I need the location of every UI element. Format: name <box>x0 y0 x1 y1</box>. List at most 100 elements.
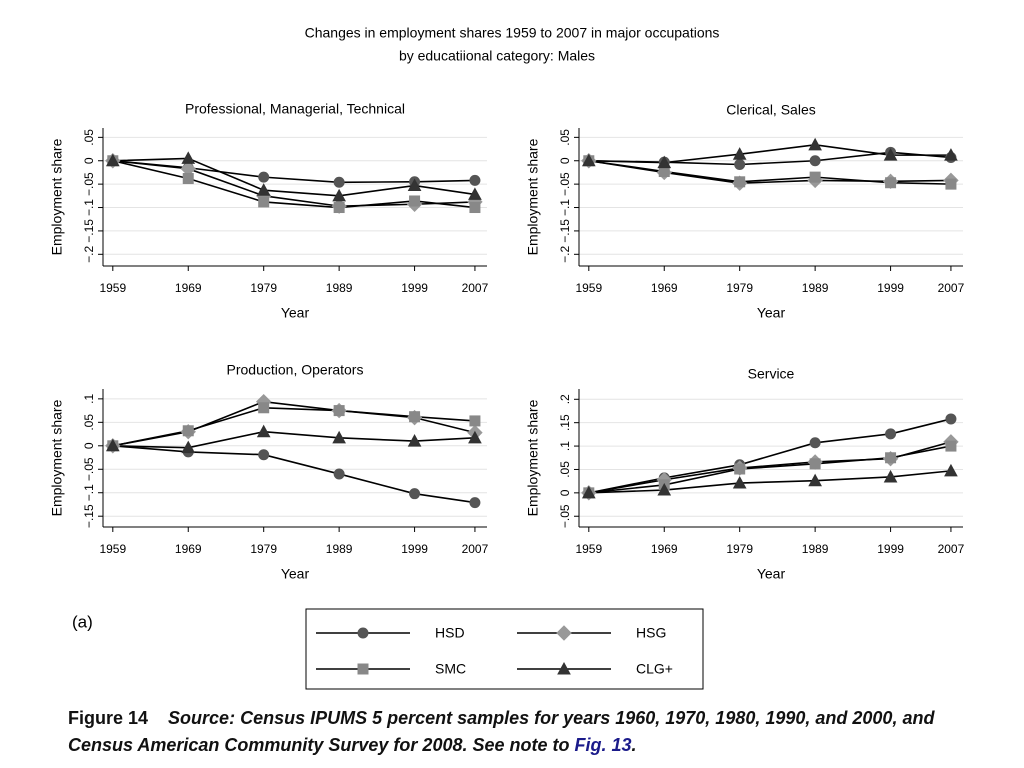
marker <box>256 183 271 196</box>
series-line <box>112 159 475 207</box>
y-tick-label: −.15 <box>558 219 572 243</box>
marker <box>808 473 822 487</box>
x-tick-label: 1979 <box>726 542 753 556</box>
caption-link[interactable]: Fig. 13 <box>574 735 632 755</box>
series-line <box>588 144 951 164</box>
y-tick-label: −.05 <box>82 457 96 481</box>
x-tick-label: 1989 <box>326 542 353 556</box>
x-tick-label: 1999 <box>877 281 904 295</box>
marker <box>258 171 270 183</box>
y-tick-label: 0 <box>82 157 96 164</box>
x-axis-label: Year <box>281 566 310 582</box>
series-line <box>588 445 952 494</box>
x-tick-label: 1959 <box>99 281 126 295</box>
marker <box>808 137 822 151</box>
x-tick-label: 1979 <box>250 542 277 556</box>
x-tick-label: 1999 <box>401 281 428 295</box>
x-axis-label: Year <box>757 305 786 321</box>
marker <box>333 176 345 188</box>
marker <box>105 438 120 452</box>
y-tick-label: −.15 <box>82 504 96 528</box>
y-tick-label: .05 <box>558 129 572 146</box>
series-line <box>112 157 476 197</box>
marker <box>734 158 746 170</box>
y-tick-label: .1 <box>82 394 96 404</box>
series-line <box>588 470 952 494</box>
y-tick-label: −.05 <box>558 504 572 528</box>
y-tick-label: .2 <box>558 394 572 404</box>
y-tick-label: 0 <box>558 157 572 164</box>
marker <box>581 485 596 499</box>
marker <box>581 153 596 167</box>
marker <box>181 440 196 454</box>
series-line <box>112 406 475 447</box>
legend-marker <box>357 663 369 675</box>
marker <box>732 147 747 160</box>
marker <box>407 434 422 447</box>
marker <box>469 415 481 427</box>
legend-box <box>305 608 704 690</box>
y-axis-label: Employment share <box>525 138 541 255</box>
x-tick-label: 1969 <box>175 281 202 295</box>
y-tick-label: .05 <box>82 129 96 146</box>
caption-text: Source: Census IPUMS 5 percent samples f… <box>68 708 935 755</box>
y-axis-label: Employment share <box>49 138 65 255</box>
marker <box>885 452 897 464</box>
legend-label: HSG <box>636 625 666 641</box>
marker <box>657 482 672 496</box>
marker <box>469 497 481 509</box>
series-line <box>588 418 952 494</box>
marker <box>469 174 481 186</box>
marker <box>181 151 196 164</box>
x-tick-label: 2007 <box>462 542 489 556</box>
x-tick-label: 1959 <box>99 542 126 556</box>
marker <box>809 171 821 183</box>
x-tick-label: 1959 <box>575 542 602 556</box>
marker <box>409 411 421 423</box>
y-tick-label: −.15 <box>82 219 96 243</box>
marker <box>732 475 747 489</box>
x-tick-label: 2007 <box>938 542 965 556</box>
y-tick-label: −.1 <box>82 199 96 216</box>
marker <box>944 463 958 477</box>
marker <box>734 463 746 475</box>
y-tick-label: −.2 <box>558 245 572 262</box>
marker <box>333 202 345 214</box>
x-tick-label: 1969 <box>651 542 678 556</box>
marker <box>332 430 346 444</box>
marker <box>809 155 821 167</box>
y-tick-label: .1 <box>558 441 572 451</box>
series-line <box>112 430 475 449</box>
marker <box>809 458 821 470</box>
marker <box>945 178 957 190</box>
legend-label: HSD <box>435 625 465 641</box>
x-tick-label: 1979 <box>250 281 277 295</box>
marker <box>258 449 270 461</box>
marker <box>883 469 898 483</box>
x-tick-label: 1989 <box>326 281 353 295</box>
x-tick-label: 1989 <box>802 542 829 556</box>
marker <box>409 195 421 207</box>
caption-end: . <box>631 735 637 755</box>
y-tick-label: −.1 <box>82 484 96 501</box>
y-tick-label: −.05 <box>558 172 572 196</box>
marker <box>883 148 898 161</box>
series-line <box>112 444 476 504</box>
y-tick-label: −.05 <box>82 172 96 196</box>
chart-title: Professional, Managerial, Technical <box>185 101 405 117</box>
marker <box>258 402 270 414</box>
figure-subtitle: by educatiional category: Males <box>399 48 595 64</box>
caption: Figure 14 Source: Census IPUMS 5 percent… <box>68 705 968 759</box>
figure: Changes in employment shares 1959 to 200… <box>49 25 965 690</box>
x-tick-label: 1999 <box>877 542 904 556</box>
marker <box>469 202 481 214</box>
legend-marker <box>357 627 369 639</box>
marker <box>734 176 746 188</box>
legend-label: SMC <box>435 661 466 677</box>
y-tick-label: .15 <box>558 414 572 431</box>
x-tick-label: 1969 <box>175 542 202 556</box>
x-tick-label: 1999 <box>401 542 428 556</box>
chart-title: Production, Operators <box>227 362 364 378</box>
marker <box>468 430 482 444</box>
marker <box>332 188 346 202</box>
